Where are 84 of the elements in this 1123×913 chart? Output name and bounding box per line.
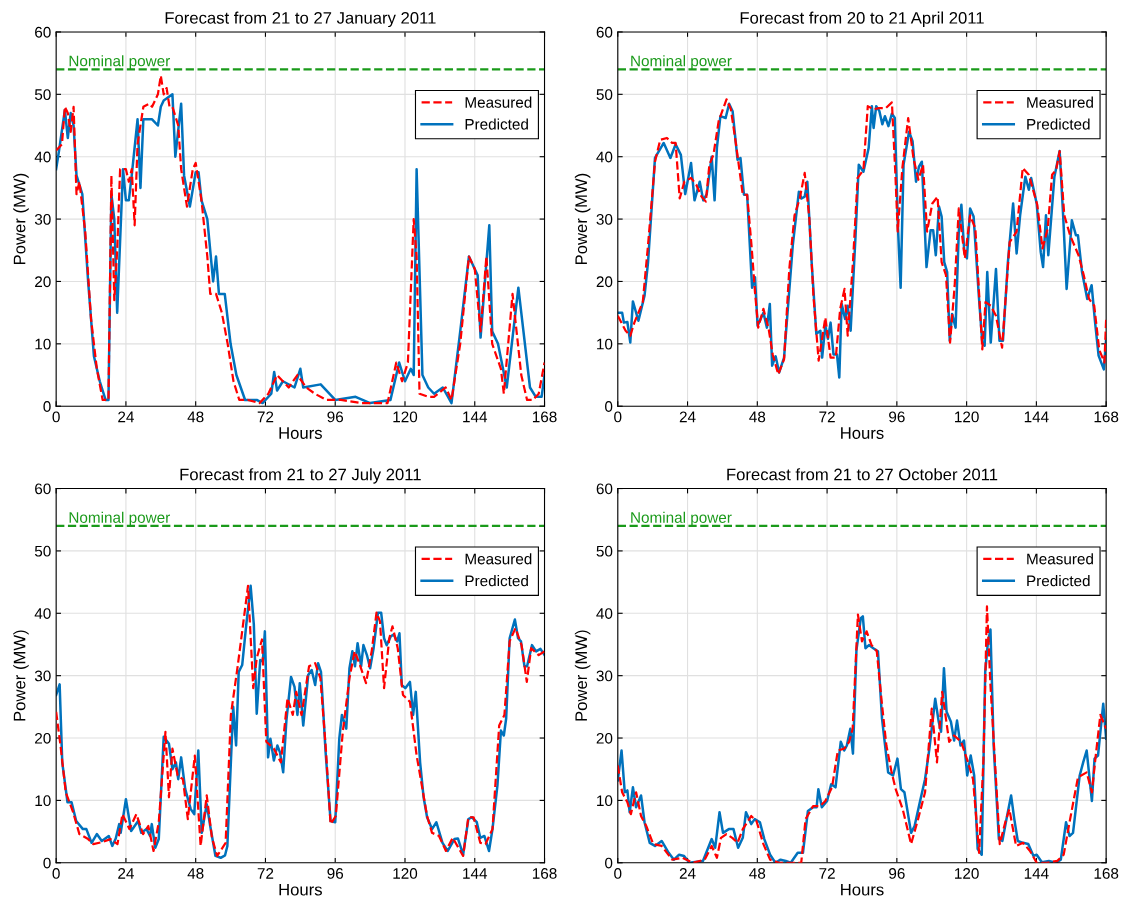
ref-line-label: Nominal power <box>69 55 170 70</box>
x-tick-label: 24 <box>118 411 134 423</box>
x-tick-label: 168 <box>1094 868 1119 879</box>
x-tick-label: 48 <box>187 868 204 879</box>
y-tick-label: 0 <box>43 857 51 869</box>
y-tick-label: 20 <box>35 732 51 744</box>
y-tick-label: 60 <box>596 26 613 38</box>
x-tick-label: 48 <box>749 411 766 423</box>
y-tick-label: 0 <box>43 401 51 412</box>
y-tick-label: 0 <box>605 857 613 869</box>
y-tick-label: 50 <box>34 545 51 557</box>
x-tick-label: 96 <box>327 868 344 879</box>
ref-line-label: Nominal power <box>631 55 732 70</box>
y-tick-label: 60 <box>596 483 613 495</box>
y-tick-label: 20 <box>596 732 613 744</box>
y-tick-label: 30 <box>596 670 613 682</box>
x-tick-label: 0 <box>614 411 622 423</box>
legend-label: Measured <box>1027 553 1093 565</box>
ref-line-label: Nominal power <box>631 511 732 526</box>
x-tick-label: 72 <box>257 868 274 879</box>
legend-label: Measured <box>465 96 532 108</box>
x-tick-label: 120 <box>955 868 979 879</box>
y-axis-title: Power (MW) <box>13 173 29 264</box>
x-tick-label: 0 <box>614 868 622 879</box>
chart-title: Forecast from 20 to 21 April 2011 <box>740 11 984 28</box>
y-tick-label: 10 <box>35 338 51 350</box>
y-tick-label: 0 <box>605 401 613 412</box>
legend-label: Measured <box>1027 96 1093 108</box>
y-tick-label: 50 <box>596 89 613 101</box>
x-tick-label: 144 <box>1024 411 1049 423</box>
x-tick-label: 72 <box>819 411 835 423</box>
y-tick-label: 10 <box>597 338 613 350</box>
y-tick-label: 10 <box>35 795 51 807</box>
y-tick-label: 30 <box>596 213 613 225</box>
x-tick-label: 168 <box>1094 411 1119 423</box>
y-tick-label: 40 <box>596 608 613 619</box>
y-tick-label: 30 <box>34 670 51 682</box>
x-tick-label: 120 <box>955 411 979 423</box>
y-tick-label: 30 <box>34 213 51 225</box>
y-axis-title: Power (MW) <box>574 173 591 264</box>
x-tick-label: 72 <box>257 411 274 423</box>
x-tick-label: 96 <box>327 411 344 423</box>
x-tick-label: 144 <box>463 411 488 423</box>
y-tick-label: 60 <box>35 26 51 38</box>
legend-label: Measured <box>465 553 532 565</box>
x-tick-label: 120 <box>393 411 418 423</box>
x-tick-label: 72 <box>819 868 835 879</box>
x-tick-label: 24 <box>679 868 696 879</box>
chart-title: Forecast from 21 to 27 October 2011 <box>727 468 998 481</box>
x-tick-label: 120 <box>393 868 418 879</box>
y-tick-label: 40 <box>596 151 613 163</box>
ref-line-label: Nominal power <box>69 511 170 526</box>
x-tick-label: 48 <box>187 411 204 423</box>
x-tick-label: 96 <box>889 411 905 423</box>
x-tick-label: 24 <box>679 411 696 423</box>
x-axis-title: Hours <box>279 883 322 896</box>
x-tick-label: 144 <box>463 868 488 879</box>
x-tick-label: 0 <box>52 868 60 879</box>
y-tick-label: 20 <box>35 276 51 288</box>
x-tick-label: 168 <box>532 868 557 879</box>
y-axis-title: Power (MW) <box>574 630 591 721</box>
y-tick-label: 40 <box>34 151 51 163</box>
x-axis-title: Hours <box>841 427 884 439</box>
x-tick-label: 144 <box>1024 868 1049 879</box>
y-tick-label: 40 <box>34 608 51 619</box>
x-tick-label: 24 <box>118 868 134 879</box>
y-axis-title: Power (MW) <box>13 630 29 721</box>
legend-label: Predicted <box>1027 118 1090 130</box>
y-tick-label: 20 <box>596 276 613 288</box>
legend-label: Predicted <box>1027 575 1090 587</box>
legend-label: Predicted <box>465 118 528 130</box>
chart-title: Forecast from 21 to 27 July 2011 <box>180 468 421 484</box>
y-tick-label: 50 <box>596 545 613 557</box>
x-tick-label: 0 <box>52 411 60 423</box>
y-tick-label: 50 <box>34 89 51 101</box>
x-axis-title: Hours <box>841 883 884 896</box>
x-tick-label: 96 <box>889 868 905 879</box>
x-axis-title: Hours <box>279 427 322 439</box>
x-tick-label: 168 <box>532 411 557 423</box>
y-tick-label: 10 <box>597 795 613 807</box>
legend-label: Predicted <box>465 575 528 587</box>
x-tick-label: 48 <box>749 868 766 879</box>
chart-title: Forecast from 21 to 27 January 2011 <box>165 11 436 28</box>
y-tick-label: 60 <box>35 483 51 495</box>
